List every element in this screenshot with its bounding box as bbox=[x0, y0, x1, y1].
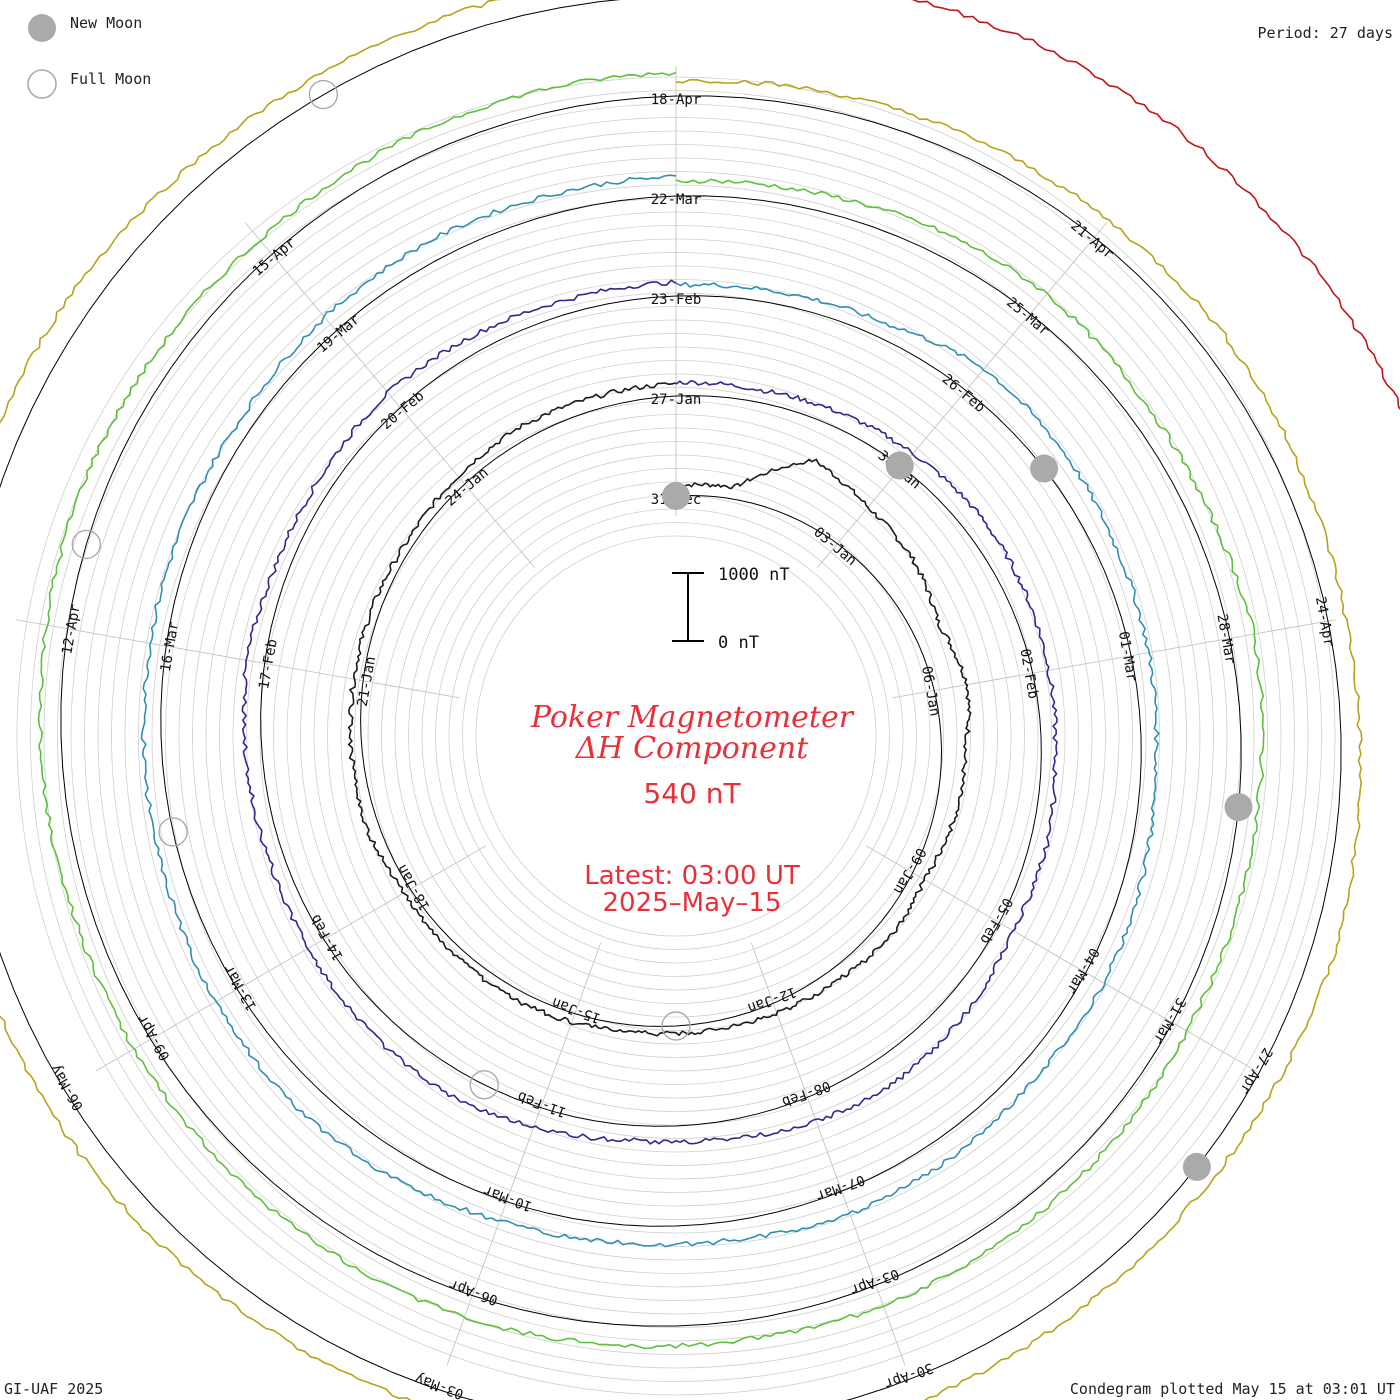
tick-label-27-Apr: 27-Apr bbox=[1236, 1045, 1275, 1097]
tick-label-09-Apr: 09-Apr bbox=[134, 1011, 173, 1063]
grid-spoke bbox=[866, 845, 1257, 1072]
grid-spoke bbox=[244, 222, 535, 568]
tick-label-27-Jan: 27-Jan bbox=[651, 392, 702, 408]
new-moon-legend-icon bbox=[28, 14, 56, 42]
grid-circle bbox=[462, 522, 890, 950]
full-moon-marker bbox=[661, 1011, 691, 1041]
chart-title: Poker Magnetometer bbox=[530, 700, 855, 735]
series-line-18-Apr bbox=[0, 0, 1363, 1400]
tick-label-03-May: 03-May bbox=[413, 1370, 466, 1400]
full-moon-marker bbox=[308, 79, 339, 110]
scale-top-label: 1000 nT bbox=[718, 565, 790, 585]
tick-label-16-Mar: 16-Mar bbox=[158, 621, 183, 674]
tick-label-28-Mar: 28-Mar bbox=[1213, 613, 1238, 666]
tick-label-03-Jan: 03-Jan bbox=[810, 524, 859, 569]
full-moon-marker bbox=[71, 529, 102, 560]
series-line-22-Mar bbox=[37, 71, 1265, 1350]
tick-label-15-Apr: 15-Apr bbox=[250, 235, 299, 280]
radial-spokes bbox=[0, 0, 1342, 1400]
scale-bar: 1000 nT 0 nT bbox=[672, 565, 790, 653]
footer-plot-time: Condegram plotted May 15 at 03:01 UT bbox=[1070, 1380, 1395, 1398]
series-line-27-Jan bbox=[241, 279, 1058, 1145]
tick-label-18-Apr: 18-Apr bbox=[651, 92, 702, 108]
full-moon-legend-label: Full Moon bbox=[70, 70, 151, 88]
tick-label-18-Jan: 18-Jan bbox=[394, 861, 433, 913]
new-moon-marker bbox=[662, 482, 690, 510]
tick-label-02-Feb: 02-Feb bbox=[1016, 648, 1041, 701]
tick-label-10-Mar: 10-Mar bbox=[481, 1182, 534, 1214]
tick-label-06-Apr: 06-Apr bbox=[447, 1276, 500, 1308]
new-moon-marker bbox=[1182, 1152, 1211, 1181]
series-line-31-Dec bbox=[347, 382, 972, 1037]
baseline-spiral bbox=[260, 295, 1042, 1127]
grid-spoke bbox=[16, 619, 460, 699]
tick-label-08-Feb: 08-Feb bbox=[780, 1077, 833, 1109]
grid-spoke bbox=[95, 845, 486, 1072]
series-line-12-May bbox=[911, 0, 1400, 411]
series-line-23-Feb bbox=[140, 174, 1160, 1248]
latest-date: 2025–May–15 bbox=[602, 888, 781, 918]
footer-credit: GI-UAF 2025 bbox=[4, 1380, 103, 1398]
tick-label-04-Mar: 04-Mar bbox=[1063, 945, 1102, 997]
baseline-spiral bbox=[0, 0, 1342, 1400]
tick-label-12-Jan: 12-Jan bbox=[745, 983, 798, 1015]
grid-circle bbox=[475, 535, 877, 937]
grid-spoke bbox=[892, 619, 1336, 699]
tick-label-24-Apr: 24-Apr bbox=[1312, 595, 1337, 648]
tick-label-19-Mar: 19-Mar bbox=[314, 312, 363, 357]
baseline-spiral bbox=[60, 95, 1242, 1327]
tick-label-06-May: 06-May bbox=[48, 1061, 87, 1113]
current-value: 540 nT bbox=[643, 777, 741, 810]
new-moon-marker bbox=[1224, 793, 1253, 822]
new-moon-legend-label: New Moon bbox=[70, 14, 142, 32]
tick-label-22-Mar: 22-Mar bbox=[651, 192, 702, 208]
tick-label-06-Jan: 06-Jan bbox=[918, 665, 943, 718]
period-label: Period: 27 days bbox=[1258, 24, 1393, 42]
tick-label-21-Jan: 21-Jan bbox=[355, 655, 380, 708]
moon-markers bbox=[71, 79, 1253, 1181]
new-moon-marker bbox=[885, 451, 914, 480]
full-moon-marker bbox=[158, 817, 188, 847]
latest-time: Latest: 03:00 UT bbox=[584, 861, 800, 891]
full-moon-legend-icon bbox=[27, 69, 57, 99]
tick-label-31-Mar: 31-Mar bbox=[1149, 995, 1188, 1047]
tick-label-23-Feb: 23-Feb bbox=[651, 292, 702, 308]
baseline-spiral bbox=[160, 195, 1142, 1227]
chart-subtitle: ΔH Component bbox=[575, 731, 809, 766]
tick-label-14-Feb: 14-Feb bbox=[308, 911, 347, 963]
baseline-spiral bbox=[360, 395, 943, 1027]
grid-spoke bbox=[817, 222, 1108, 568]
full-moon-marker bbox=[469, 1070, 499, 1100]
tick-label-30-Apr: 30-Apr bbox=[882, 1359, 935, 1391]
new-moon-marker bbox=[1030, 454, 1059, 483]
scale-bottom-label: 0 nT bbox=[718, 633, 759, 653]
